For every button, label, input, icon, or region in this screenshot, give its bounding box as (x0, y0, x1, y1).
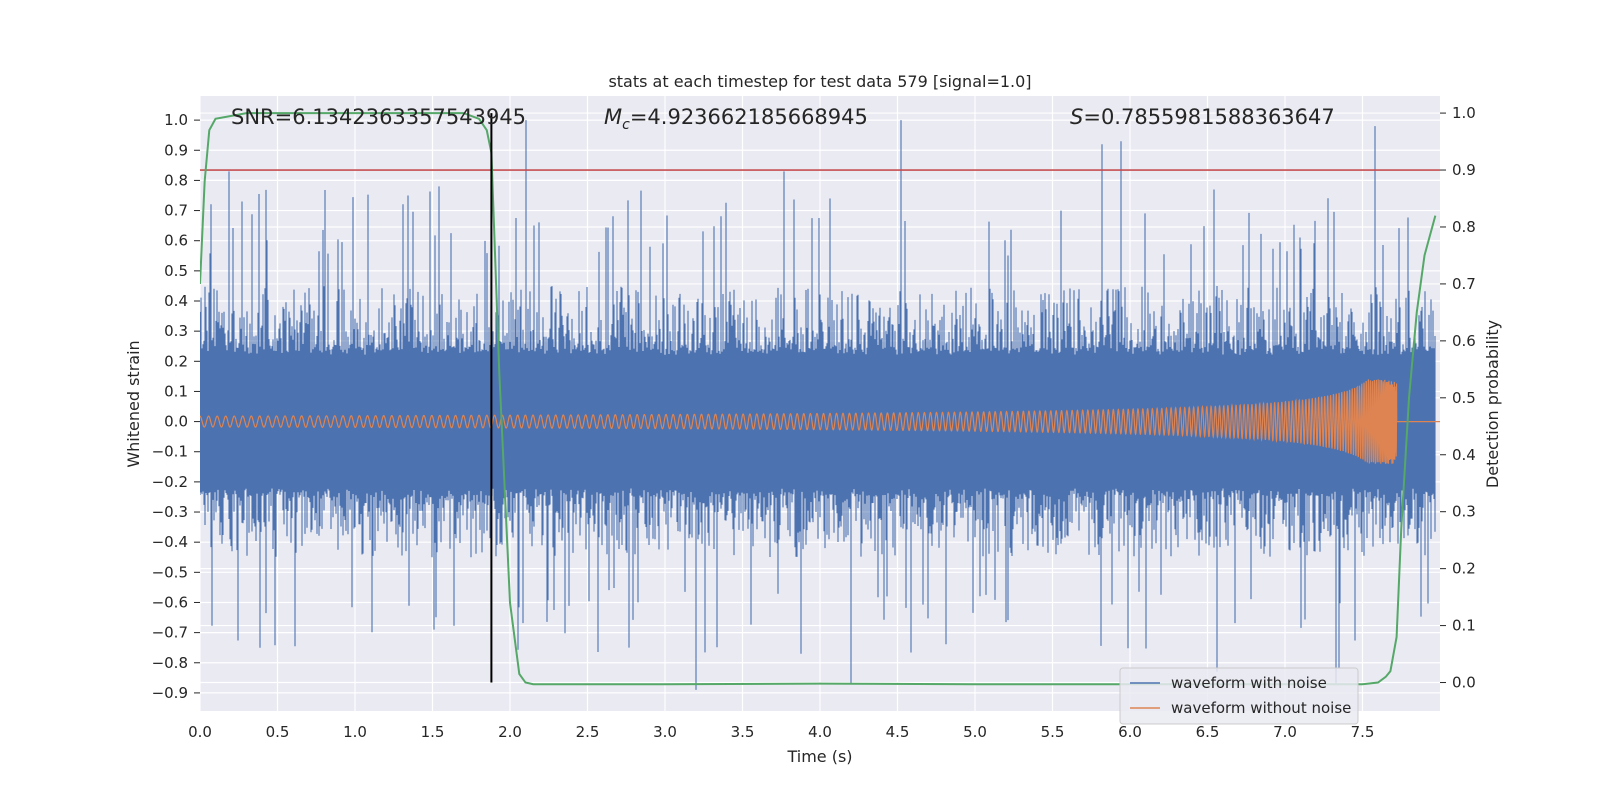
legend-box (1119, 667, 1359, 725)
chirp-mass-value: =4.923662185668945 (630, 105, 868, 129)
statistic-value: =0.7855981588363647 (1083, 105, 1334, 129)
chart-title: stats at each timestep for test data 579… (608, 72, 1031, 91)
x-tick-label: 4.0 (808, 723, 832, 741)
chirp-mass-annotation: Mc=4.923662185668945 (604, 105, 868, 133)
y-tick-label: 0.6 (164, 232, 188, 250)
y-tick-label: 0.2 (164, 352, 188, 370)
y-tick-label: −0.8 (152, 654, 188, 672)
y2-tick-label: 0.5 (1452, 389, 1476, 407)
y2-tick-label: 1.0 (1452, 104, 1476, 122)
y2-tick-label: 0.7 (1452, 275, 1476, 293)
y-tick-label: 0.7 (164, 202, 188, 220)
legend: waveform with noise waveform without noi… (1119, 667, 1359, 725)
snr-annotation: SNR=6.1342363357543945 (231, 105, 526, 129)
y-tick-label: 0.5 (164, 262, 188, 280)
data-layer (200, 112, 1440, 690)
statistic-annotation: S=0.7855981588363647 (1070, 105, 1335, 129)
x-tick-label: 6.5 (1196, 723, 1220, 741)
y-tick-label: 0.3 (164, 322, 188, 340)
x-tick-label: 1.5 (421, 723, 445, 741)
y-tick-label: −0.6 (152, 593, 188, 611)
y2-axis-label: Detection probability (1483, 320, 1502, 488)
legend-label-clean: waveform without noise (1171, 699, 1351, 717)
x-tick-label: 5.0 (963, 723, 987, 741)
x-tick-label: 1.0 (343, 723, 367, 741)
y2-tick-label: 0.8 (1452, 218, 1476, 236)
legend-label-noise: waveform with noise (1171, 674, 1327, 692)
x-tick-label: 3.5 (731, 723, 755, 741)
x-tick-label: 6.0 (1118, 723, 1142, 741)
y-tick-label: 0.1 (164, 382, 188, 400)
x-tick-label: 7.0 (1273, 723, 1297, 741)
x-tick-label: 5.5 (1041, 723, 1065, 741)
y-tick-label: −0.9 (152, 684, 188, 702)
y-tick-label: −0.3 (152, 503, 188, 521)
x-tick-label: 3.0 (653, 723, 677, 741)
x-tick-label: 2.0 (498, 723, 522, 741)
y-tick-label: −0.7 (152, 624, 188, 642)
y-axis-label: Whitened strain (124, 340, 143, 467)
statistic-symbol: S (1070, 105, 1083, 129)
y2-tick-label: 0.3 (1452, 503, 1476, 521)
y-tick-label: 0.0 (164, 413, 188, 431)
y2-tick-label: 0.6 (1452, 332, 1476, 350)
y2-tick-label: 0.4 (1452, 446, 1476, 464)
chirp-mass-symbol: M (604, 105, 622, 129)
y-tick-label: 0.9 (164, 141, 188, 159)
chirp-mass-subscript: c (622, 117, 630, 133)
y2-tick-label: 0.9 (1452, 161, 1476, 179)
tick-labels: 0.0 0.5 1.0 1.5 2.0 2.5 3.0 3.5 4.0 4.5 5.0 5.5 6.0 6… (152, 104, 1476, 741)
x-tick-label: 0.5 (266, 723, 290, 741)
y-tick-label: 0.8 (164, 171, 188, 189)
y-tick-label: −0.2 (152, 473, 188, 491)
y-tick-label: −0.4 (152, 533, 188, 551)
x-tick-label: 4.5 (886, 723, 910, 741)
x-axis-label: Time (s) (786, 747, 852, 766)
y-tick-label: 0.4 (164, 292, 188, 310)
x-tick-label: 2.5 (576, 723, 600, 741)
y2-tick-label: 0.2 (1452, 560, 1476, 578)
y-tick-label: 1.0 (164, 111, 188, 129)
series-detection-probability (200, 112, 1437, 686)
series-waveform-without-noise (200, 379, 1440, 464)
x-tick-label: 0.0 (188, 723, 212, 741)
y-tick-label: −0.5 (152, 563, 188, 581)
x-tick-label: 7.5 (1351, 723, 1375, 741)
y2-tick-label: 0.1 (1452, 617, 1476, 635)
y2-tick-label: 0.0 (1452, 674, 1476, 692)
y-tick-label: −0.1 (152, 443, 188, 461)
